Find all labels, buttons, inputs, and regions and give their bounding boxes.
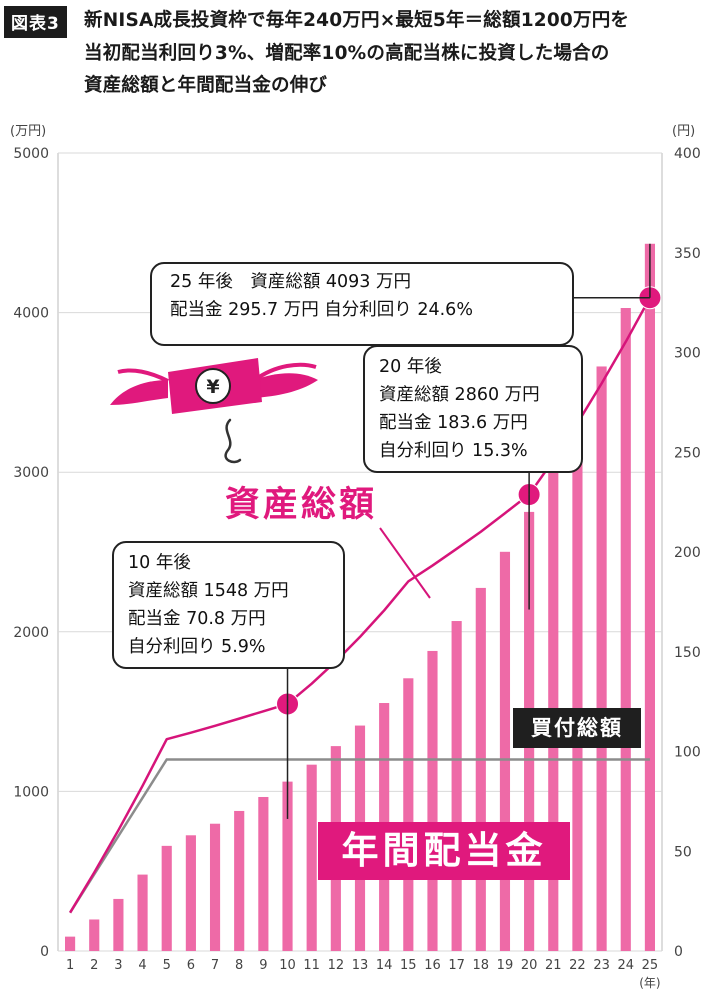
axis-ticks: 0 1000 2000 3000 4000 5000 0 50 100 150 200 250 300 3… xyxy=(10,124,701,990)
annotation-20-line-2: 資産総額 2860 万円 xyxy=(379,385,540,405)
right-axis-unit: (円) xyxy=(672,124,695,139)
right-tick-label: 50 xyxy=(674,844,692,860)
right-tick-label: 350 xyxy=(674,246,701,262)
dividend-bar xyxy=(499,551,511,951)
x-tick-label: 2 xyxy=(90,958,98,973)
title-line-2: 当初配当利回り3%、増配率10%の高配当株に投資した場合の xyxy=(84,43,610,64)
left-tick-label: 3000 xyxy=(13,465,49,481)
dividend-label: 年間配当金 xyxy=(318,822,570,880)
dividend-bar xyxy=(475,587,486,951)
right-tick-label: 250 xyxy=(674,445,701,461)
annotation-year-25: 25 年後 資産総額 4093 万円 配当金 295.7 万円 自分利回り 24… xyxy=(150,262,574,346)
dividend-bar xyxy=(113,898,124,951)
left-tick-label: 5000 xyxy=(13,146,49,162)
x-axis-unit: (年) xyxy=(639,976,660,990)
x-tick-label: 10 xyxy=(279,958,296,973)
dividend-bar xyxy=(451,621,462,951)
x-tick-label: 1 xyxy=(66,958,74,973)
dividend-bar xyxy=(644,243,655,951)
flying-yen-money-icon: ¥ xyxy=(110,358,318,464)
left-tick-label: 2000 xyxy=(13,625,49,641)
left-tick-label: 4000 xyxy=(13,306,49,322)
dividend-bar xyxy=(282,781,293,951)
right-tick-label: 150 xyxy=(674,645,701,661)
dividend-bar xyxy=(258,796,269,951)
annotation-20-line-3: 配当金 183.6 万円 xyxy=(379,413,528,433)
x-tick-label: 17 xyxy=(448,958,465,973)
annotation-20-line-4: 自分利回り 15.3% xyxy=(379,441,528,461)
x-tick-label: 21 xyxy=(545,958,562,973)
dividend-bar xyxy=(137,874,148,951)
dividend-bar xyxy=(161,845,172,951)
x-tick-label: 18 xyxy=(473,958,490,973)
buy-total-label: 買付総額 xyxy=(513,708,641,748)
left-tick-label: 1000 xyxy=(13,784,49,800)
x-tick-label: 7 xyxy=(211,958,219,973)
dividend-bar xyxy=(234,810,245,951)
annotation-25-line-1: 25 年後 資産総額 4093 万円 xyxy=(170,272,411,292)
annotation-10-line-4: 自分利回り 5.9% xyxy=(128,637,266,657)
annotation-10-line-1: 10 年後 xyxy=(128,553,191,573)
annotation-10-line-3: 配当金 70.8 万円 xyxy=(128,609,266,629)
x-tick-label: 9 xyxy=(259,958,267,973)
x-tick-label: 13 xyxy=(352,958,369,973)
x-tick-label: 4 xyxy=(138,958,146,973)
svg-text:¥: ¥ xyxy=(206,376,219,398)
assets-label: 資産総額 xyxy=(225,485,378,525)
x-tick-label: 15 xyxy=(400,958,417,973)
dividend-bar xyxy=(65,936,76,951)
annotation-25-line-2: 配当金 295.7 万円 自分利回り 24.6% xyxy=(170,300,473,320)
dividend-bar xyxy=(306,764,317,951)
right-tick-label: 0 xyxy=(674,944,683,960)
dividend-bar xyxy=(596,366,607,952)
right-tick-label: 300 xyxy=(674,346,701,362)
x-tick-label: 25 xyxy=(642,958,659,973)
assets-label-pointer xyxy=(379,527,431,599)
annotation-20-line-1: 20 年後 xyxy=(379,357,442,377)
x-tick-label: 22 xyxy=(569,958,586,973)
title-line-1: 新NISA成長投資枠で毎年240万円×最短5年＝総額1200万円を xyxy=(84,10,630,31)
right-tick-label: 400 xyxy=(674,146,701,162)
x-tick-label: 5 xyxy=(163,958,171,973)
x-tick-label: 3 xyxy=(114,958,122,973)
annotation-year-20: 20 年後 資産総額 2860 万円 配当金 183.6 万円 自分利回り 15… xyxy=(363,345,583,473)
dividend-bar xyxy=(185,835,196,951)
dividend-bar xyxy=(572,419,583,952)
x-tick-label: 24 xyxy=(617,958,634,973)
x-tick-label: 14 xyxy=(376,958,393,973)
x-tick-label: 20 xyxy=(521,958,538,973)
header: 図表3 新NISA成長投資枠で毎年240万円×最短5年＝総額1200万円を 当初… xyxy=(0,0,710,110)
annotation-leaders xyxy=(286,243,651,819)
x-tick-label: 6 xyxy=(187,958,195,973)
x-tick-label: 12 xyxy=(328,958,345,973)
left-tick-label: 0 xyxy=(40,944,49,960)
annotation-year-10: 10 年後 資産総額 1548 万円 配当金 70.8 万円 自分利回り 5.9… xyxy=(112,541,345,669)
left-axis-unit: (万円) xyxy=(10,124,46,139)
x-tick-label: 8 xyxy=(235,958,243,973)
x-tick-label: 11 xyxy=(303,958,320,973)
title-line-3: 資産総額と年間配当金の伸び xyxy=(84,75,328,96)
x-tick-label: 19 xyxy=(497,958,514,973)
buy-total-line xyxy=(69,758,650,914)
figure-tag: 図表3 xyxy=(4,6,67,38)
dividend-bar xyxy=(403,678,414,951)
dividend-bar xyxy=(427,650,438,951)
x-tick-label: 23 xyxy=(593,958,610,973)
x-tick-label: 16 xyxy=(424,958,441,973)
dividend-bar xyxy=(209,823,221,951)
dividend-bar xyxy=(89,919,100,951)
right-tick-label: 100 xyxy=(674,745,701,761)
annotation-10-line-2: 資産総額 1548 万円 xyxy=(128,581,289,601)
dividend-bar xyxy=(620,308,631,952)
right-tick-label: 200 xyxy=(674,545,701,561)
